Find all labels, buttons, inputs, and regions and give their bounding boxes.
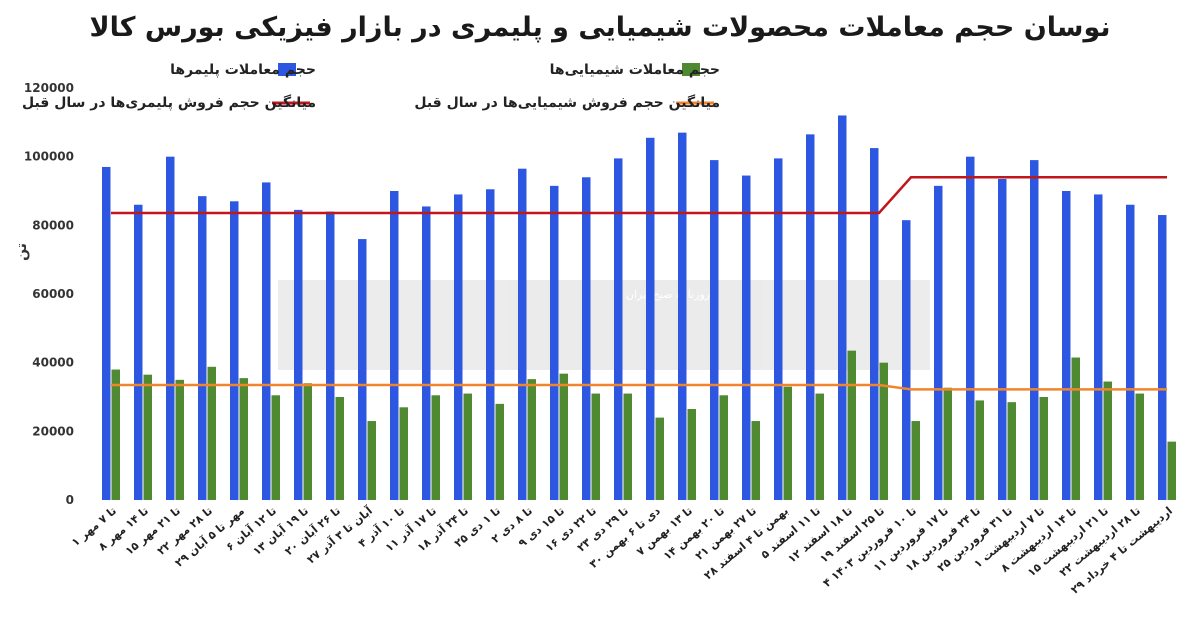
y-axis-unit-label: تن	[14, 243, 30, 261]
chemical-average-line	[111, 383, 1167, 391]
polymer-bar	[1094, 194, 1103, 500]
polymer-bar	[454, 194, 463, 500]
polymer-bar	[1158, 215, 1167, 501]
legend-label: میانگین حجم فروش شیمیایی‌ها در سال قبل	[414, 94, 720, 111]
polymer-bar	[902, 220, 911, 500]
y-tick-label: 60000	[32, 287, 74, 301]
y-tick-label: 40000	[32, 356, 74, 370]
polymer-bar	[294, 209, 303, 500]
chemical-bar	[1103, 381, 1112, 500]
chemical-bar	[911, 421, 920, 500]
bars	[102, 115, 1176, 501]
polymer-bar	[742, 175, 751, 501]
y-tick-label: 20000	[32, 424, 74, 438]
chemical-bar	[591, 393, 600, 500]
chemical-bar	[175, 379, 184, 500]
chemical-bar	[271, 395, 280, 500]
chemical-bar	[1007, 402, 1016, 500]
polymer-bar	[806, 134, 815, 500]
polymer-bar	[998, 178, 1007, 500]
polymer-bar	[486, 189, 495, 501]
polymer-bar	[262, 182, 271, 500]
polymer-bar	[1030, 160, 1039, 500]
chemical-bar	[143, 374, 152, 500]
chemical-bar	[719, 395, 728, 500]
legend-swatch	[682, 63, 700, 76]
polymer-bar	[358, 239, 367, 501]
polymer-bar	[390, 191, 399, 500]
chemical-bar	[687, 409, 696, 500]
polymer-bar	[774, 158, 783, 500]
chemical-bar	[1039, 397, 1048, 500]
y-tick-label: 80000	[32, 218, 74, 232]
chemical-bar	[431, 395, 440, 500]
chemical-bar	[463, 393, 472, 500]
chemical-bar	[975, 400, 984, 500]
polymer-bar	[678, 132, 687, 500]
polymer-bar	[102, 166, 111, 500]
polymer-bar	[326, 211, 335, 500]
chemical-bar	[399, 407, 408, 500]
polymer-bar	[550, 185, 559, 500]
y-tick-label: 120000	[24, 81, 74, 95]
polymer-bar	[1062, 191, 1071, 500]
chart-title: نوسان حجم معاملات محصولات شیمیایی و پلیم…	[89, 12, 1111, 43]
chemical-bar	[367, 421, 376, 500]
chemical-bar	[1135, 393, 1144, 500]
chemical-bar	[303, 383, 312, 500]
polymer-bar	[614, 158, 623, 500]
chemical-bar	[111, 369, 120, 500]
legend-swatch	[278, 63, 296, 76]
chemical-bar	[655, 417, 664, 500]
watermark: روزنامه صبح ایران	[278, 280, 930, 370]
polymer-bar	[1126, 204, 1135, 500]
y-tick-label: 0	[66, 493, 74, 507]
chemical-bar	[751, 421, 760, 500]
average-lines	[111, 176, 1167, 391]
chemical-bar	[207, 366, 216, 500]
polymer-bar	[134, 204, 143, 500]
chemical-bar	[943, 387, 952, 500]
polymer-bar	[166, 156, 175, 500]
polymer-bar	[198, 196, 207, 500]
chemical-bar	[1071, 357, 1080, 500]
polymer-average-line	[111, 176, 1167, 215]
legend-label: حجم معاملات پلیمرها	[170, 62, 316, 78]
chemical-bar	[879, 362, 888, 500]
polymer-bar	[518, 168, 527, 500]
polymer-bar	[710, 160, 719, 500]
chemical-bar	[847, 350, 856, 500]
chemical-bar	[239, 378, 248, 500]
chemical-bar	[1167, 441, 1176, 500]
chemical-bar	[783, 386, 792, 500]
legend-label: میانگین حجم فروش پلیمری‌ها در سال قبل	[22, 94, 316, 111]
chemical-bar	[559, 373, 568, 500]
chemical-bar	[527, 379, 536, 500]
polymer-bar	[870, 148, 879, 501]
svg-text:روزنامه صبح ایران: روزنامه صبح ایران	[626, 288, 710, 301]
chemical-bar	[495, 403, 504, 500]
chemical-bar	[815, 393, 824, 500]
polymer-bar	[934, 185, 943, 500]
y-tick-label: 100000	[24, 150, 74, 164]
polymer-bar	[838, 115, 847, 500]
polymer-bar	[422, 206, 431, 500]
chemical-bar	[335, 397, 344, 500]
chemical-bar	[623, 393, 632, 500]
y-axis: 0 20000 40000 60000 80000 100000 120000	[24, 81, 74, 507]
polymer-bar	[582, 177, 591, 500]
polymer-bar	[646, 137, 655, 501]
legend-label: حجم معاملات شیمیایی‌ها	[550, 62, 720, 78]
polymer-bar	[230, 201, 239, 501]
polymer-bar	[966, 156, 975, 500]
legend: حجم معاملات پلیمرها حجم معاملات شیمیایی‌ه…	[22, 62, 720, 111]
